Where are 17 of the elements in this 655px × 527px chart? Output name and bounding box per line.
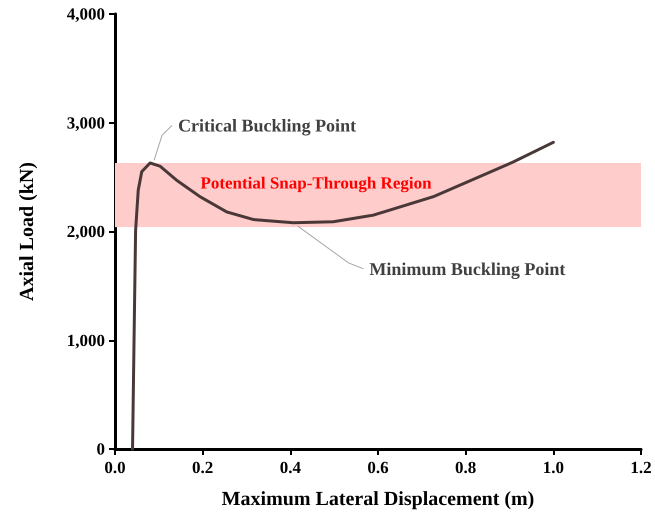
annotation: Minimum Buckling Point [369, 258, 566, 279]
x-axis-title: Maximum Lateral Displacement (m) [222, 488, 534, 510]
x-tick-label: 0.6 [367, 458, 389, 477]
x-tick-label: 0.4 [280, 458, 302, 477]
x-tick-label: 1.0 [542, 458, 564, 477]
x-tick-label: 0.2 [192, 458, 214, 477]
y-tick-label: 0 [96, 440, 105, 458]
y-axis-title: Axial Load (kN) [16, 162, 38, 301]
y-tick-label: 1,000 [66, 330, 105, 350]
y-tick-label: 3,000 [66, 113, 105, 132]
annotation: Critical Buckling Point [178, 115, 356, 136]
x-tick-label: 1.2 [630, 458, 652, 477]
band-label: Potential Snap-Through Region [200, 174, 432, 193]
y-tick-label: 4,000 [66, 4, 105, 24]
x-tick-label: 0.8 [455, 458, 476, 477]
y-tick-label: 2,000 [66, 222, 105, 241]
x-tick-label: 0.0 [104, 458, 126, 477]
